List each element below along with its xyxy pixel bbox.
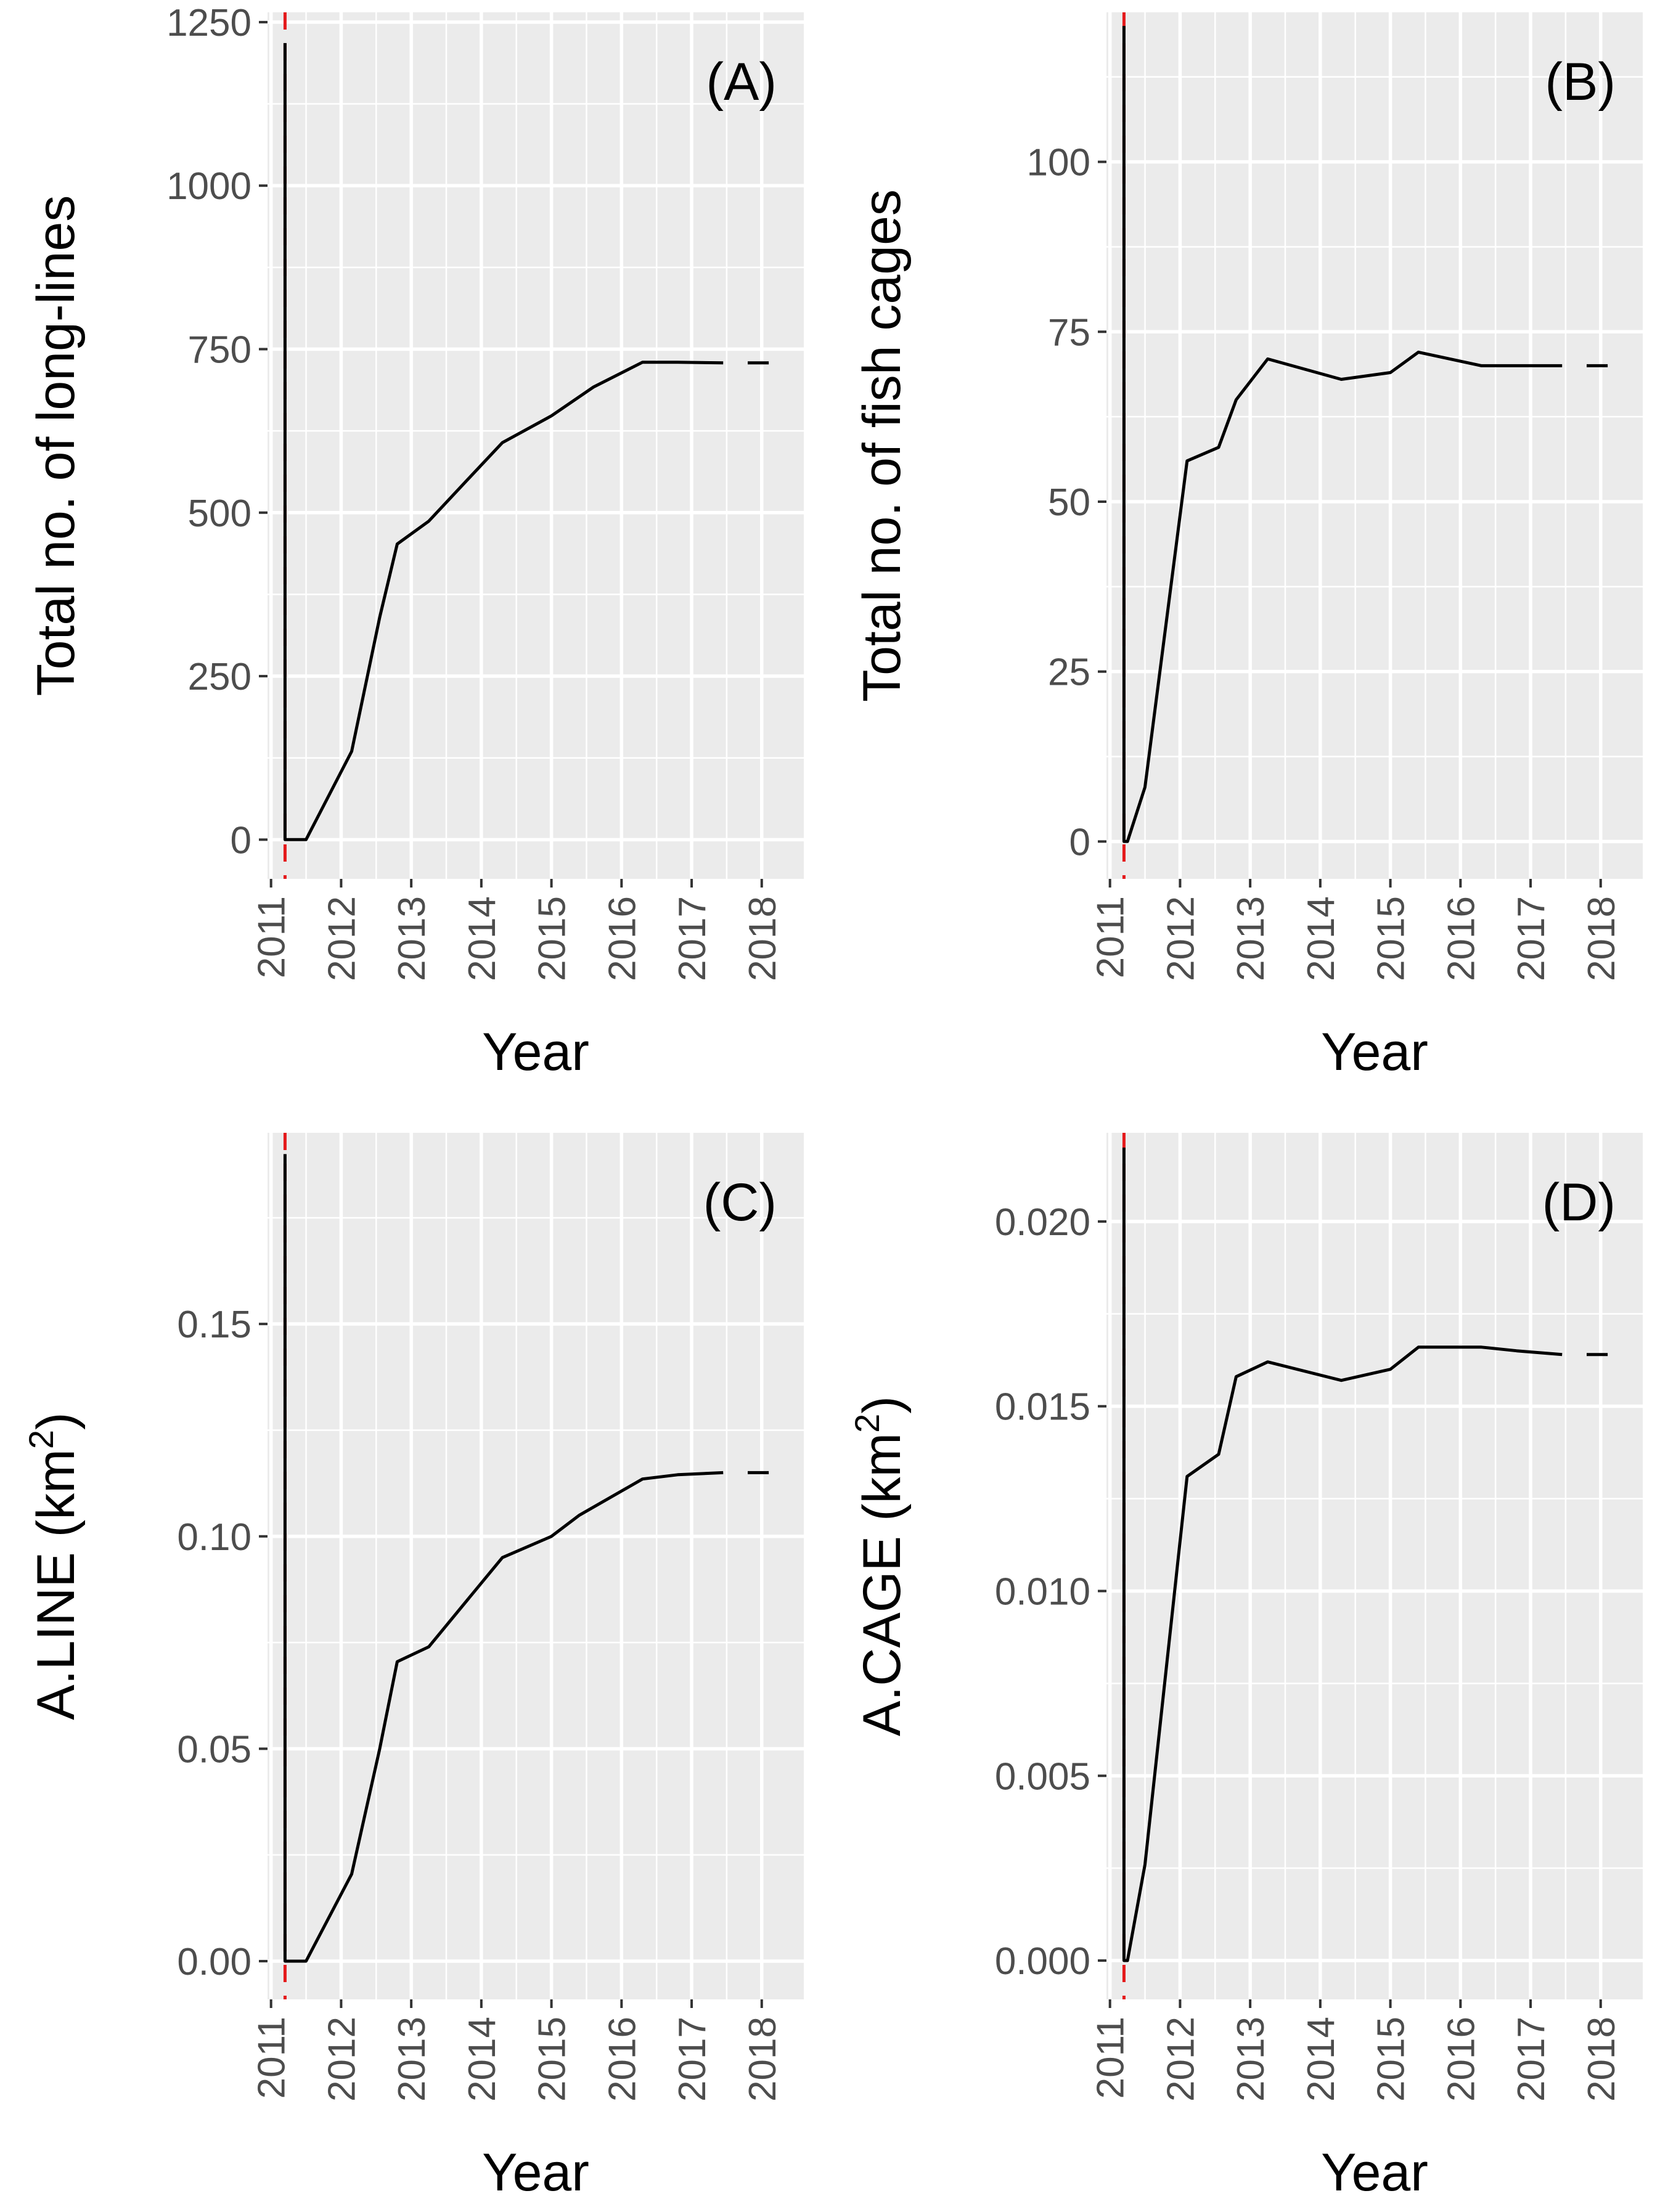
x-tick-label: 2014 — [461, 896, 504, 981]
x-tick-label: 2017 — [671, 2017, 714, 2102]
x-tick-label: 2012 — [321, 896, 363, 981]
series-line — [1122, 26, 1563, 843]
x-tick-label: 2018 — [1580, 896, 1623, 981]
y-tick-label: 1000 — [166, 165, 251, 208]
y-tick-label: 75 — [1048, 311, 1090, 354]
y-tick-label: 1250 — [166, 2, 251, 44]
x-tick-label: 2015 — [531, 896, 574, 981]
x-tick-label: 2016 — [601, 896, 644, 981]
x-tick-label: 2016 — [601, 2017, 644, 2102]
x-tick-label: 2018 — [742, 2017, 784, 2102]
x-tick-label: 2011 — [1090, 2017, 1132, 2099]
x-tick-label: 2011 — [1090, 896, 1132, 978]
panel-label: (B) — [1545, 52, 1616, 112]
series-line — [283, 43, 724, 841]
x-tick-label: 2018 — [742, 896, 784, 981]
x-tick-label: 2014 — [1300, 2017, 1343, 2102]
x-tick-label: 2016 — [1440, 2017, 1482, 2102]
x-tick-label: 2015 — [1370, 896, 1413, 981]
plot-background — [268, 12, 804, 879]
series-line — [1122, 1148, 1563, 1962]
x-tick-label: 2015 — [1370, 2017, 1413, 2102]
y-tick-label: 0.015 — [995, 1386, 1090, 1429]
y-axis-title-close: ) — [852, 1396, 912, 1414]
plot-background — [1106, 12, 1643, 879]
plot-background — [268, 1133, 804, 1999]
chart-panel-b: 0 25 50 75 100 2011 2012 2013 2014 2015 2016 2017 20… — [852, 12, 1643, 1082]
chart-panel-d: 0.000 0.005 0.010 0.015 0.020 2011 2012 2013 201… — [848, 1133, 1643, 2202]
panel-label: (C) — [703, 1173, 777, 1232]
panel-label: (A) — [706, 52, 777, 112]
chart-panel-c: 0.00 0.05 0.10 0.15 2011 2012 2013 2014 2015 2016… — [22, 1133, 804, 2202]
y-tick-label: 0.010 — [995, 1570, 1090, 1613]
x-tick-label: 2011 — [251, 2017, 293, 2099]
x-tick-label: 2013 — [391, 2017, 433, 2102]
y-tick-label: 0.00 — [177, 1941, 251, 1983]
y-axis-title-text: Total no. of long-lines — [27, 195, 86, 696]
plot-background — [1106, 1133, 1643, 1999]
y-tick-label: 0.000 — [995, 1940, 1090, 1983]
y-axis-title-text: A.CAGE (km — [852, 1433, 912, 1736]
y-axis-title: Total no. of long-lines — [27, 195, 86, 696]
y-axis-title-superscript: 2 — [22, 1430, 60, 1449]
x-axis-title: Year — [1321, 2143, 1428, 2202]
x-tick-label: 2012 — [321, 2017, 363, 2102]
x-tick-label: 2016 — [1440, 896, 1482, 981]
x-axis-title: Year — [482, 1022, 589, 1082]
y-tick-label: 500 — [188, 492, 251, 535]
y-tick-label: 0 — [1069, 821, 1090, 863]
y-tick-label: 750 — [188, 329, 251, 371]
y-axis-title-text: A.LINE (km — [27, 1449, 86, 1720]
y-axis-title: A.LINE (km2) — [22, 1412, 86, 1720]
x-tick-label: 2017 — [671, 896, 714, 981]
x-tick-label: 2017 — [1510, 896, 1553, 981]
y-tick-label: 250 — [188, 656, 251, 698]
y-tick-label: 0.020 — [995, 1201, 1090, 1244]
x-axis-title: Year — [482, 2143, 589, 2202]
y-axis-title-close: ) — [27, 1412, 86, 1430]
y-tick-label: 100 — [1027, 142, 1090, 184]
x-tick-label: 2012 — [1159, 2017, 1202, 2102]
y-axis-title: A.CAGE (km2) — [848, 1396, 912, 1736]
x-tick-label: 2013 — [1230, 896, 1272, 981]
x-axis-title: Year — [1321, 1022, 1428, 1082]
x-tick-label: 2017 — [1510, 2017, 1553, 2102]
x-tick-label: 2018 — [1580, 2017, 1623, 2102]
x-tick-label: 2012 — [1159, 896, 1202, 981]
y-axis-title: Total no. of fish cages — [852, 189, 912, 702]
x-tick-label: 2013 — [1230, 2017, 1272, 2102]
chart-panel-a: 0 250 500 750 1000 1250 2011 2012 2013 2014 2015 20… — [27, 2, 804, 1082]
y-axis-title-superscript: 2 — [848, 1414, 886, 1433]
y-tick-label: 25 — [1048, 651, 1090, 694]
y-tick-label: 0.005 — [995, 1755, 1090, 1798]
x-tick-label: 2011 — [251, 896, 293, 978]
x-tick-label: 2014 — [1300, 896, 1343, 981]
y-tick-label: 0.15 — [177, 1304, 251, 1346]
series-line — [283, 1154, 724, 1963]
y-axis-title-text: Total no. of fish cages — [852, 189, 912, 702]
y-tick-label: 0 — [231, 819, 251, 862]
x-tick-label: 2014 — [461, 2017, 504, 2102]
x-tick-label: 2015 — [531, 2017, 574, 2102]
y-tick-label: 50 — [1048, 481, 1090, 524]
x-tick-label: 2013 — [391, 896, 433, 981]
y-tick-label: 0.10 — [177, 1516, 251, 1559]
y-tick-label: 0.05 — [177, 1728, 251, 1771]
panel-label: (D) — [1542, 1173, 1616, 1232]
